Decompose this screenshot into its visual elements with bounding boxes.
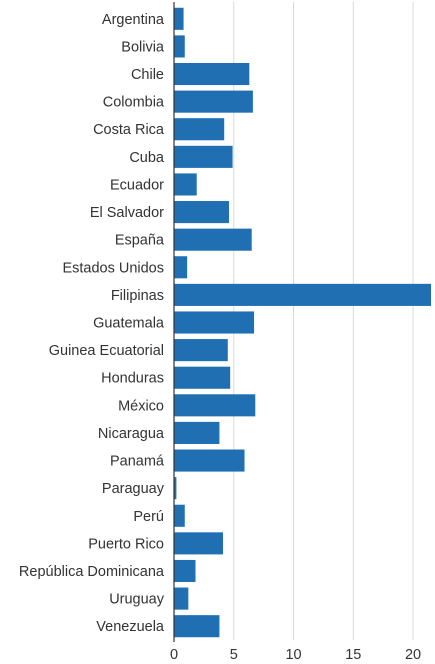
bar [174,366,231,389]
bar [174,504,185,527]
x-tick-label: 15 [345,647,361,663]
category-label: Perú [133,509,164,525]
bar [174,477,177,500]
x-tick-label: 10 [285,647,301,663]
bar [174,339,228,362]
bar [174,394,256,417]
bar [174,7,184,30]
category-label: Uruguay [109,592,165,608]
category-label: Paraguay [102,481,165,497]
category-label: Filipinas [111,288,164,304]
category-label: Guinea Ecuatorial [49,343,164,359]
category-label: Colombia [103,95,165,111]
bar [174,90,253,113]
category-label: Nicaragua [98,426,165,442]
bar [174,201,229,224]
category-label: Estados Unidos [62,260,164,276]
x-tick-label: 0 [170,647,178,663]
bar [174,449,245,472]
category-label: Panamá [110,454,165,470]
category-label: Argentina [102,12,165,28]
bar [174,311,255,334]
category-label: Venezuela [96,619,165,635]
bar [174,173,197,196]
category-label: Costa Rica [93,122,165,138]
category-labels: Argentina Bolivia Chile Colombia Costa Rica C… [19,12,165,635]
category-label: Honduras [101,371,164,387]
x-tick-labels: 0 5 10 15 20 [170,647,421,663]
bars [174,7,431,638]
bar [174,256,188,279]
bar [174,145,233,168]
category-label: España [115,233,165,249]
bar [174,587,189,610]
gridlines [233,2,414,640]
x-tick-label: 5 [230,647,238,663]
bar [174,559,196,583]
category-label: Chile [131,67,164,83]
bar [174,228,252,251]
bar [174,615,220,638]
category-label: Guatemala [93,316,165,332]
category-label: México [118,398,164,414]
category-label: Ecuador [110,177,164,193]
category-label: Puerto Rico [88,536,164,552]
category-label: Cuba [129,150,165,166]
bar [174,35,185,58]
bar [174,421,220,444]
x-tick-label: 20 [405,647,421,663]
bar [174,283,431,306]
bar [174,118,225,141]
category-label: República Dominicana [19,564,165,580]
category-label: El Salvador [90,205,164,221]
bar [174,532,224,555]
category-label: Bolivia [121,39,165,55]
bar [174,62,250,86]
